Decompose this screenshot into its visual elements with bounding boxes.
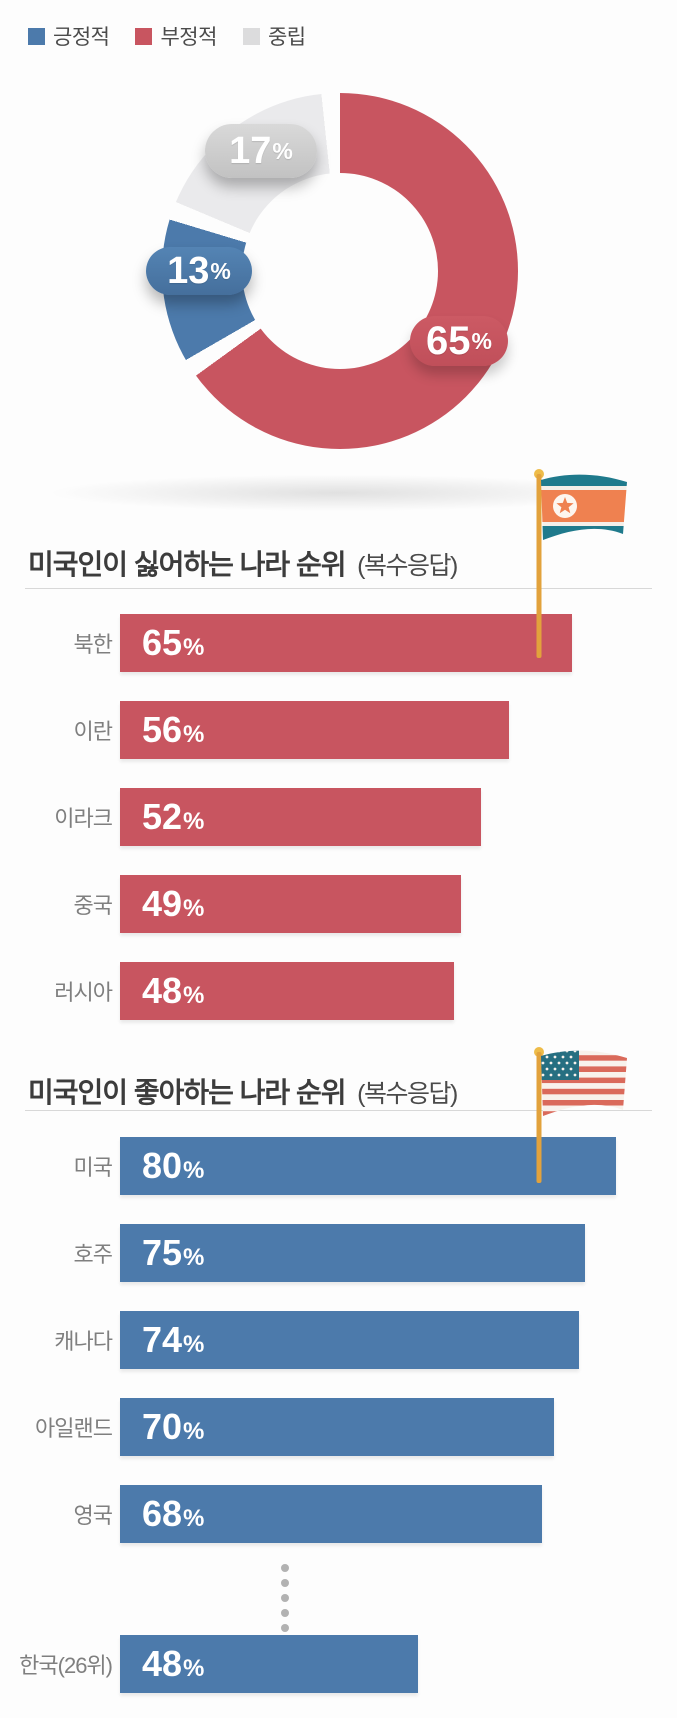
bar: 65% [120,614,572,672]
bar-row: 북한 65% [0,614,677,672]
legend-label: 부정적 [160,26,217,49]
percent-sign: % [210,257,231,284]
bar-category-label: 미국 [73,1155,113,1180]
bar-value: 74% [142,1318,205,1360]
bar-category-label: 아일랜드 [35,1416,113,1441]
like-section-title: 미국인이 좋아하는 나라 순위 (복수응답) [28,1071,458,1111]
legend-swatch [135,27,153,45]
bar-category-label: 캐나다 [54,1329,113,1354]
bar-category-label: 이라크 [54,806,113,831]
bar-category-label: 영국 [73,1503,113,1528]
bar-row: 영국 68% [0,1485,677,1543]
ellipsis-dot [281,1563,289,1572]
legend-swatch [242,27,260,45]
bar-value: 52% [142,795,205,837]
bar-category-label: 러시아 [54,980,113,1005]
bar-row: 러시아 48% [0,962,677,1020]
section-divider [25,1110,652,1111]
bar: 56% [120,701,509,759]
bar: 49% [120,875,461,933]
bar: 74% [120,1311,579,1369]
donut-label-neutral: 17 % [205,124,317,178]
bar-category-label: 호주 [73,1242,113,1267]
bar: 80% [120,1137,616,1195]
bar-category-label: 한국(26위) [19,1653,113,1678]
bar-row: 미국 80% [0,1137,677,1195]
bar-value: 70% [142,1405,205,1447]
bar-category-label: 북한 [73,632,113,657]
bar-value: 56% [142,708,205,750]
section-divider [25,588,652,589]
bar-row: 중국 49% [0,875,677,933]
bar-value: 48% [142,969,205,1011]
donut-label-negative: 65 % [410,316,508,366]
ellipsis-dots [0,1560,677,1635]
ellipsis-dot [281,1578,289,1587]
legend-item: 중립 [242,21,306,51]
bar-value: 65% [142,621,205,663]
title-suffix: (복수응답) [357,1080,458,1108]
bar-value: 48% [142,1642,205,1684]
bar: 68% [120,1485,542,1543]
bar-row: 호주 75% [0,1224,677,1282]
donut-label-positive: 13 % [146,247,252,295]
bar-category-label: 이란 [73,719,113,744]
bar: 52% [120,788,481,846]
north-korea-flag-icon [534,469,627,658]
bar-value: 80% [142,1144,205,1186]
bar-value: 75% [142,1231,205,1273]
ellipsis-dot [281,1623,289,1632]
bar-category-label: 중국 [73,893,113,918]
bar: 48% [120,1635,418,1693]
legend-swatch [28,27,45,45]
bar-value: 68% [142,1492,205,1534]
bar-row: 아일랜드 70% [0,1398,677,1456]
title-suffix: (복수응답) [357,552,458,580]
legend-item: 부정적 [135,21,217,51]
legend-label: 중립 [267,26,306,49]
bar-row: 캐나다 74% [0,1311,677,1369]
percent-sign: % [272,137,293,164]
donut-legend: 긍정적 부정적 중립 [28,21,306,51]
dislike-bar-chart: 북한 65% 이란 56% 이라크 52% 중국 49% 러시아 48% [0,614,677,1049]
positive-value: 13 [167,250,210,292]
bar: 70% [120,1398,554,1456]
percent-sign: % [471,327,492,354]
bar: 48% [120,962,454,1020]
title-text: 미국인이 좋아하는 나라 순위 [28,1077,346,1108]
bar: 75% [120,1224,585,1282]
negative-value: 65 [426,319,471,363]
united-states-flag-icon [534,1047,627,1183]
bar-row: 이란 56% [0,701,677,759]
bar-row: 한국(26위) 48% [0,1635,677,1693]
ellipsis-dot [281,1593,289,1602]
bar-row: 이라크 52% [0,788,677,846]
bar-value: 49% [142,882,205,924]
legend-item: 긍정적 [28,21,110,51]
neutral-value: 17 [229,130,272,172]
title-text: 미국인이 싫어하는 나라 순위 [28,549,346,580]
dislike-section-title: 미국인이 싫어하는 나라 순위 (복수응답) [28,543,458,583]
like-bar-chart: 미국 80% 호주 75% 캐나다 74% 아일랜드 70% 영국 68% 한국(26위) 48% [0,1137,677,1718]
legend-label: 긍정적 [53,26,110,49]
ellipsis-dot [281,1608,289,1617]
